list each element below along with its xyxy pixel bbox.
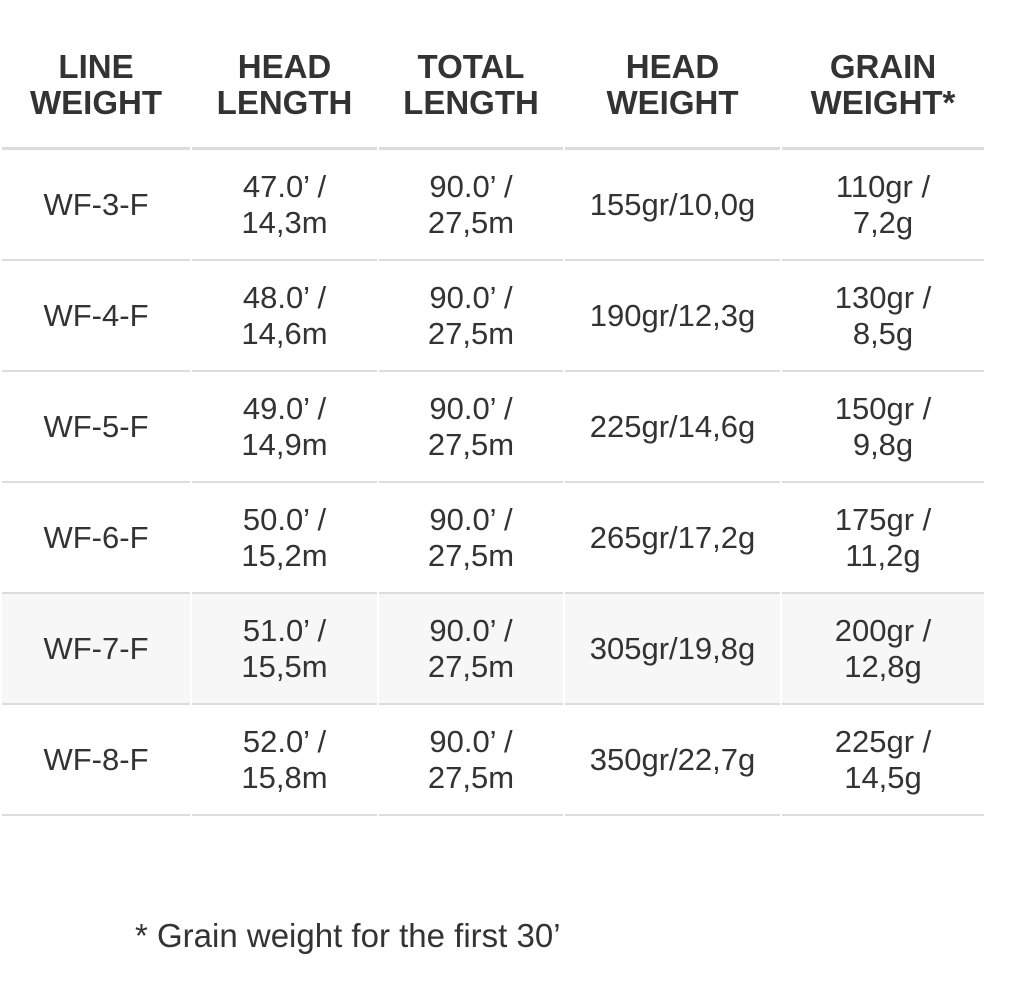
cell-line-weight: WF-8-F — [2, 705, 190, 816]
table-header-row: LINE WEIGHT HEAD LENGTH TOTAL LENGTH HEA… — [2, 0, 984, 150]
column-header-grain-weight: GRAIN WEIGHT* — [782, 0, 984, 150]
grain-weight-footnote: * Grain weight for the first 30’ — [135, 917, 561, 954]
cell-head-length: 50.0’ / 15,2m — [192, 483, 377, 594]
cell-head-weight: 225gr/14,6g — [565, 372, 780, 483]
line-spec-table: LINE WEIGHT HEAD LENGTH TOTAL LENGTH HEA… — [2, 0, 984, 816]
cell-line-weight: WF-5-F — [2, 372, 190, 483]
cell-line-weight: WF-6-F — [2, 483, 190, 594]
cell-total-length: 90.0’ / 27,5m — [379, 150, 563, 261]
cell-head-weight: 305gr/19,8g — [565, 594, 780, 705]
cell-head-length: 51.0’ / 15,5m — [192, 594, 377, 705]
cell-head-length: 48.0’ / 14,6m — [192, 261, 377, 372]
cell-grain-weight: 110gr / 7,2g — [782, 150, 984, 261]
cell-total-length: 90.0’ / 27,5m — [379, 594, 563, 705]
cell-grain-weight: 150gr / 9,8g — [782, 372, 984, 483]
table-row: WF-6-F 50.0’ / 15,2m 90.0’ / 27,5m 265gr… — [2, 483, 984, 594]
table-row: WF-4-F 48.0’ / 14,6m 90.0’ / 27,5m 190gr… — [2, 261, 984, 372]
table-row: WF-8-F 52.0’ / 15,8m 90.0’ / 27,5m 350gr… — [2, 705, 984, 816]
cell-head-weight: 190gr/12,3g — [565, 261, 780, 372]
cell-grain-weight: 200gr / 12,8g — [782, 594, 984, 705]
cell-total-length: 90.0’ / 27,5m — [379, 261, 563, 372]
column-header-head-length: HEAD LENGTH — [192, 0, 377, 150]
cell-total-length: 90.0’ / 27,5m — [379, 705, 563, 816]
cell-total-length: 90.0’ / 27,5m — [379, 372, 563, 483]
cell-grain-weight: 130gr / 8,5g — [782, 261, 984, 372]
cell-head-weight: 265gr/17,2g — [565, 483, 780, 594]
table-row-highlighted: WF-7-F 51.0’ / 15,5m 90.0’ / 27,5m 305gr… — [2, 594, 984, 705]
column-header-head-weight: HEAD WEIGHT — [565, 0, 780, 150]
cell-line-weight: WF-4-F — [2, 261, 190, 372]
column-header-total-length: TOTAL LENGTH — [379, 0, 563, 150]
cell-line-weight: WF-3-F — [2, 150, 190, 261]
cell-line-weight: WF-7-F — [2, 594, 190, 705]
cell-head-weight: 350gr/22,7g — [565, 705, 780, 816]
cell-grain-weight: 225gr / 14,5g — [782, 705, 984, 816]
cell-head-weight: 155gr/10,0g — [565, 150, 780, 261]
cell-head-length: 52.0’ / 15,8m — [192, 705, 377, 816]
table-row: WF-5-F 49.0’ / 14,9m 90.0’ / 27,5m 225gr… — [2, 372, 984, 483]
cell-head-length: 47.0’ / 14,3m — [192, 150, 377, 261]
cell-head-length: 49.0’ / 14,9m — [192, 372, 377, 483]
table-row: WF-3-F 47.0’ / 14,3m 90.0’ / 27,5m 155gr… — [2, 150, 984, 261]
cell-total-length: 90.0’ / 27,5m — [379, 483, 563, 594]
cell-grain-weight: 175gr / 11,2g — [782, 483, 984, 594]
column-header-line-weight: LINE WEIGHT — [2, 0, 190, 150]
